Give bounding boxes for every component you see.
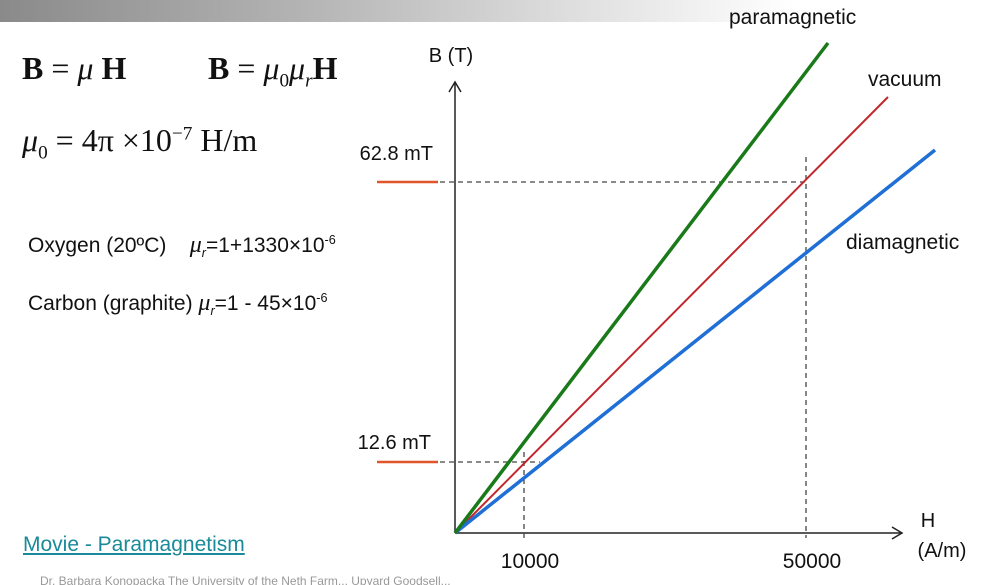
y-tick-label-12-6: 12.6 mT xyxy=(358,432,431,454)
y-tick-label-62-8: 62.8 mT xyxy=(360,143,433,165)
x-axis-label-unit: (A/m) xyxy=(918,540,967,562)
series-label-paramagnetic: paramagnetic xyxy=(729,6,856,29)
material-oxygen: Oxygen (20ºC) μr=1+1330×10-6 xyxy=(28,232,336,261)
x-axis-arrow xyxy=(891,526,904,540)
equation-b-mu0-mur-h: B = μ0μrH xyxy=(208,50,338,92)
series-line-diamagnetic xyxy=(453,148,937,535)
movie-paramagnetism-link[interactable]: Movie - Paramagnetism xyxy=(23,533,245,556)
x-tick-label-50000: 50000 xyxy=(783,550,841,573)
material-carbon-graphite: Carbon (graphite) μr=1 - 45×10-6 xyxy=(28,290,328,319)
equation-mu0-definition: μ0 = 4π ×10−7 H/m xyxy=(22,122,258,164)
equation-b-mu-h: B = μ H xyxy=(22,50,127,86)
series-line-vacuum xyxy=(454,96,889,534)
footer-credit: Dr. Barbara Konopacka The University of … xyxy=(40,574,451,585)
slide-header-bar xyxy=(0,0,994,22)
y-axis-label: B (T) xyxy=(429,45,473,67)
x-axis-label-h: H xyxy=(921,510,935,532)
series-label-vacuum: vacuum xyxy=(868,68,942,91)
series-label-diamagnetic: diamagnetic xyxy=(846,231,959,254)
y-axis-arrow xyxy=(448,80,462,93)
x-tick-label-10000: 10000 xyxy=(501,550,559,573)
series-line-paramagnetic xyxy=(453,41,830,535)
